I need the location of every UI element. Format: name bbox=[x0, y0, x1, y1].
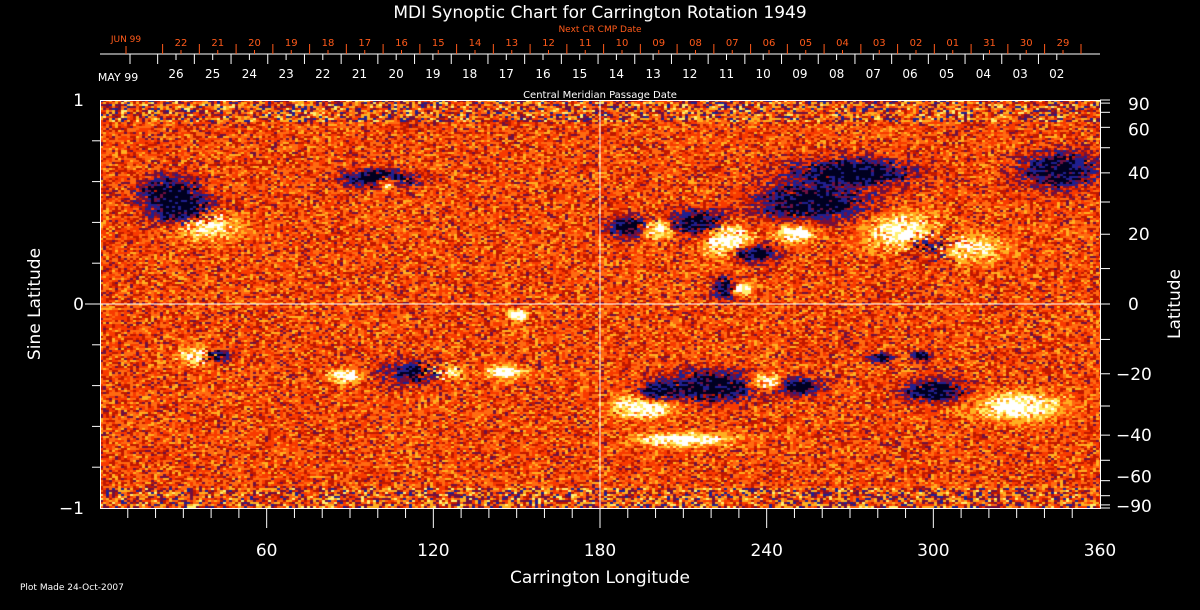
cmp-date-label: 09 bbox=[792, 67, 807, 81]
y2-axis-label: Latitude bbox=[1165, 269, 1185, 339]
y2-tick-label: −60 bbox=[1116, 468, 1152, 488]
cmp-date-label: 07 bbox=[866, 67, 881, 81]
chart-title: MDI Synoptic Chart for Carrington Rotati… bbox=[393, 3, 806, 23]
y-tick-label: 1 bbox=[73, 91, 84, 111]
cmp-date-label: 21 bbox=[352, 67, 367, 81]
next-cr-date-label: 09 bbox=[652, 38, 665, 49]
cmp-date-label: 03 bbox=[1012, 67, 1027, 81]
next-cr-month-label: JUN 99 bbox=[110, 35, 142, 45]
cmp-date-label: 02 bbox=[1049, 67, 1064, 81]
cmp-date-label: 12 bbox=[682, 67, 697, 81]
cmp-date-label: 19 bbox=[425, 67, 440, 81]
y-axis-label: Sine Latitude bbox=[25, 248, 45, 360]
next-cr-date-label: 02 bbox=[910, 38, 923, 49]
next-cr-date-label: 04 bbox=[836, 38, 849, 49]
next-cr-date-label: 29 bbox=[1057, 38, 1070, 49]
top-axis-label: Central Meridian Passage Date bbox=[523, 90, 677, 101]
cmp-date-label: 22 bbox=[315, 67, 330, 81]
next-cr-date-label: 16 bbox=[395, 38, 408, 49]
next-cr-axis-label: Next CR CMP Date bbox=[558, 25, 642, 35]
next-cr-date-label: 19 bbox=[285, 38, 298, 49]
next-cr-date-label: 08 bbox=[689, 38, 702, 49]
next-cr-date-label: 05 bbox=[799, 38, 812, 49]
cmp-date-label: 14 bbox=[609, 67, 624, 81]
cmp-date-label: 10 bbox=[756, 67, 771, 81]
next-cr-date-label: 12 bbox=[542, 38, 555, 49]
y2-tick-label: 40 bbox=[1128, 164, 1150, 184]
next-cr-date-label: 22 bbox=[175, 38, 188, 49]
cmp-date-label: 15 bbox=[572, 67, 587, 81]
y-tick-label: 0 bbox=[73, 295, 84, 315]
top-month-label: MAY 99 bbox=[98, 71, 138, 84]
y2-tick-label: 60 bbox=[1128, 120, 1150, 140]
x-tick-label: 300 bbox=[917, 541, 949, 561]
next-cr-date-label: 17 bbox=[358, 38, 371, 49]
y2-tick-label: 0 bbox=[1128, 295, 1139, 315]
y-tick-label: −1 bbox=[59, 499, 84, 519]
next-cr-date-label: 03 bbox=[873, 38, 886, 49]
next-cr-date-label: 13 bbox=[505, 38, 518, 49]
plot-made-footer: Plot Made 24-Oct-2007 bbox=[20, 583, 124, 593]
x-tick-label: 240 bbox=[750, 541, 782, 561]
next-cr-date-label: 10 bbox=[616, 38, 629, 49]
cmp-date-label: 20 bbox=[389, 67, 404, 81]
cmp-date-label: 24 bbox=[242, 67, 257, 81]
y2-tick-label: −90 bbox=[1116, 497, 1152, 517]
x-axis-label: Carrington Longitude bbox=[510, 568, 690, 588]
cmp-date-label: 26 bbox=[168, 67, 183, 81]
y2-tick-label: −20 bbox=[1116, 365, 1152, 385]
cmp-date-label: 04 bbox=[976, 67, 991, 81]
next-cr-date-label: 15 bbox=[432, 38, 445, 49]
cmp-date-label: 17 bbox=[499, 67, 514, 81]
next-cr-date-label: 14 bbox=[469, 38, 482, 49]
cmp-date-label: 25 bbox=[205, 67, 220, 81]
x-tick-label: 360 bbox=[1084, 541, 1116, 561]
y2-tick-label: 20 bbox=[1128, 225, 1150, 245]
next-cr-date-label: 21 bbox=[211, 38, 224, 49]
next-cr-date-label: 06 bbox=[763, 38, 776, 49]
x-tick-label: 120 bbox=[417, 541, 449, 561]
y2-tick-label: −40 bbox=[1116, 426, 1152, 446]
cmp-date-label: 05 bbox=[939, 67, 954, 81]
cmp-date-label: 11 bbox=[719, 67, 734, 81]
y2-tick-label: 90 bbox=[1128, 95, 1150, 115]
cmp-date-label: 16 bbox=[535, 67, 550, 81]
next-cr-date-label: 30 bbox=[1020, 38, 1033, 49]
cmp-date-label: 13 bbox=[645, 67, 660, 81]
next-cr-date-label: 18 bbox=[322, 38, 335, 49]
next-cr-date-label: 01 bbox=[946, 38, 959, 49]
x-tick-label: 60 bbox=[256, 541, 278, 561]
next-cr-date-label: 20 bbox=[248, 38, 261, 49]
next-cr-date-label: 07 bbox=[726, 38, 739, 49]
x-tick-label: 180 bbox=[584, 541, 616, 561]
next-cr-date-label: 11 bbox=[579, 38, 592, 49]
cmp-date-label: 06 bbox=[902, 67, 917, 81]
cmp-date-label: 23 bbox=[278, 67, 293, 81]
cmp-date-label: 08 bbox=[829, 67, 844, 81]
next-cr-date-label: 31 bbox=[983, 38, 996, 49]
cmp-date-label: 18 bbox=[462, 67, 477, 81]
